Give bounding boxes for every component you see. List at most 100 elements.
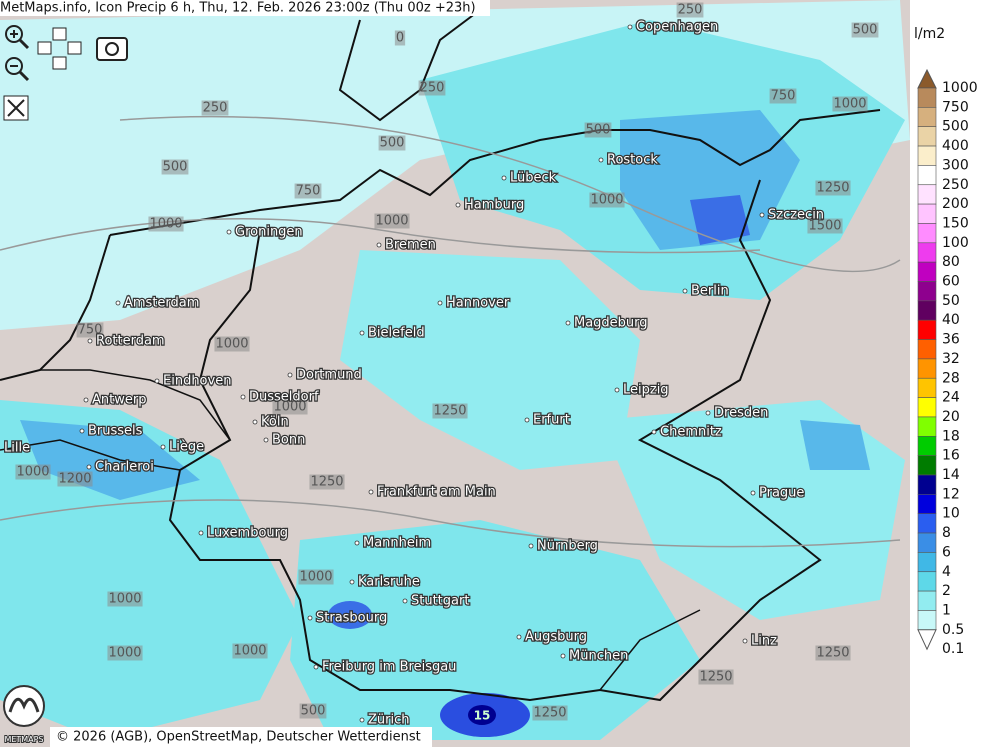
- legend-label: 200: [942, 196, 969, 212]
- legend-label: 1000: [942, 80, 978, 96]
- logo-mark: [8, 697, 40, 713]
- legend: l/m2 1000 750 500 400 300 250 200 150 100 80 60 50 4…: [910, 0, 995, 747]
- city-label: Köln: [261, 415, 289, 430]
- legend-swatch: [917, 145, 937, 166]
- city-dot: [359, 330, 365, 336]
- isoline-label: 500: [163, 160, 188, 175]
- legend-swatch: [917, 435, 937, 456]
- city-dot: [651, 429, 657, 435]
- isoline-label-background: [299, 703, 327, 719]
- isoline-label: 250: [420, 81, 445, 96]
- pan-control[interactable]: [37, 27, 82, 70]
- legend-label: 4: [942, 564, 951, 580]
- legend-swatch: [917, 203, 937, 224]
- city-label: Chemnitz: [660, 425, 722, 440]
- city-label: Leipzig: [623, 383, 669, 398]
- legend-swatch: [917, 513, 937, 534]
- isoline-label-background: [532, 705, 568, 721]
- precip-area: [340, 250, 640, 470]
- city-dot: [115, 300, 121, 306]
- isoline-label: 1000: [590, 193, 623, 208]
- isoline-label-background: [148, 216, 184, 232]
- isoline-label: 1250: [433, 404, 466, 419]
- isoline-label-background: [769, 88, 797, 104]
- isoline-label: 500: [301, 704, 326, 719]
- isoline-label: 0: [396, 31, 404, 46]
- footer-background: [50, 727, 432, 747]
- labels: MetMaps.info, Icon Precip 6 h, Thu, 12. …: [0, 0, 879, 747]
- city-label: Dusseldorf: [249, 390, 319, 405]
- city-dot: [198, 530, 204, 536]
- city-label: Rotterdam: [96, 334, 165, 349]
- isoline-label: 1000: [833, 97, 866, 112]
- legend-swatch: [917, 494, 937, 515]
- isoline-label-background: [851, 22, 879, 38]
- isoline-label: 1000: [108, 592, 141, 607]
- isoline-label: 1250: [699, 670, 732, 685]
- city-label: Linz: [751, 634, 777, 649]
- fullscreen[interactable]: [3, 95, 29, 121]
- city-label: Hamburg: [464, 198, 524, 213]
- city-dot: [160, 444, 166, 450]
- legend-label: 14: [942, 467, 960, 483]
- legend-label: 40: [942, 312, 960, 328]
- city-dot: [368, 489, 374, 495]
- city-dot: [87, 338, 93, 344]
- legend-label: 300: [942, 157, 969, 173]
- country-border: [0, 369, 701, 691]
- legend-swatch: [917, 590, 937, 611]
- legend-swatch: [917, 377, 937, 398]
- city-dot: [524, 417, 530, 423]
- zoom-out[interactable]: [5, 57, 30, 82]
- legend-swatch: [917, 358, 937, 379]
- isoline-label-background: [807, 218, 843, 234]
- legend-label: 1: [942, 602, 951, 618]
- legend-label: 16: [942, 448, 960, 464]
- city-label: Hannover: [446, 296, 510, 311]
- legend-swatch: [917, 184, 937, 205]
- legend-label: 32: [942, 351, 960, 367]
- isoline-label: 750: [771, 89, 796, 104]
- isoline-label-background: [107, 645, 143, 661]
- city-dot: [376, 242, 382, 248]
- legend-swatch: [917, 165, 937, 186]
- legend-swatch: [917, 474, 937, 495]
- isoline-label: 500: [380, 136, 405, 151]
- camera[interactable]: [96, 37, 128, 61]
- city-label: Groningen: [235, 225, 303, 240]
- precip-area: [800, 420, 870, 470]
- isoline-label: 1000: [233, 644, 266, 659]
- legend-swatch: [917, 319, 937, 340]
- isoline: [0, 115, 901, 548]
- city-label: Stuttgart: [411, 594, 469, 609]
- city-label: Charleroi: [95, 460, 154, 475]
- map-controls[interactable]: [3, 25, 128, 121]
- coastline: [0, 9, 481, 381]
- precip-area: [290, 520, 700, 740]
- legend-swatch: [917, 223, 937, 244]
- copyright: © 2026 (AGB), OpenStreetMap, Deutscher W…: [56, 730, 421, 745]
- city-dot: [565, 320, 571, 326]
- isoline-label-background: [201, 100, 229, 116]
- city-label: Augsburg: [525, 630, 587, 645]
- city-dot: [349, 579, 355, 585]
- isoline-label-background: [57, 471, 93, 487]
- isoline-label-background: [298, 569, 334, 585]
- isoline-label-background: [418, 80, 446, 96]
- isoline-label-background: [374, 213, 410, 229]
- legend-swatch: [917, 339, 937, 360]
- isoline-label: 750: [296, 184, 321, 199]
- isoline-label-background: [584, 122, 612, 138]
- city-dot: [313, 664, 319, 670]
- city-dot: [402, 598, 408, 604]
- coastline: [109, 109, 881, 236]
- city-label: Brussels: [88, 424, 143, 439]
- city-label: Freiburg im Breisgau: [322, 660, 456, 675]
- isoline-label-background: [378, 135, 406, 151]
- legend-swatch: [917, 242, 937, 263]
- city-dot: [560, 653, 566, 659]
- zoom-in[interactable]: [5, 25, 30, 50]
- isoline-label-background: [232, 643, 268, 659]
- legend-swatch: [917, 571, 937, 592]
